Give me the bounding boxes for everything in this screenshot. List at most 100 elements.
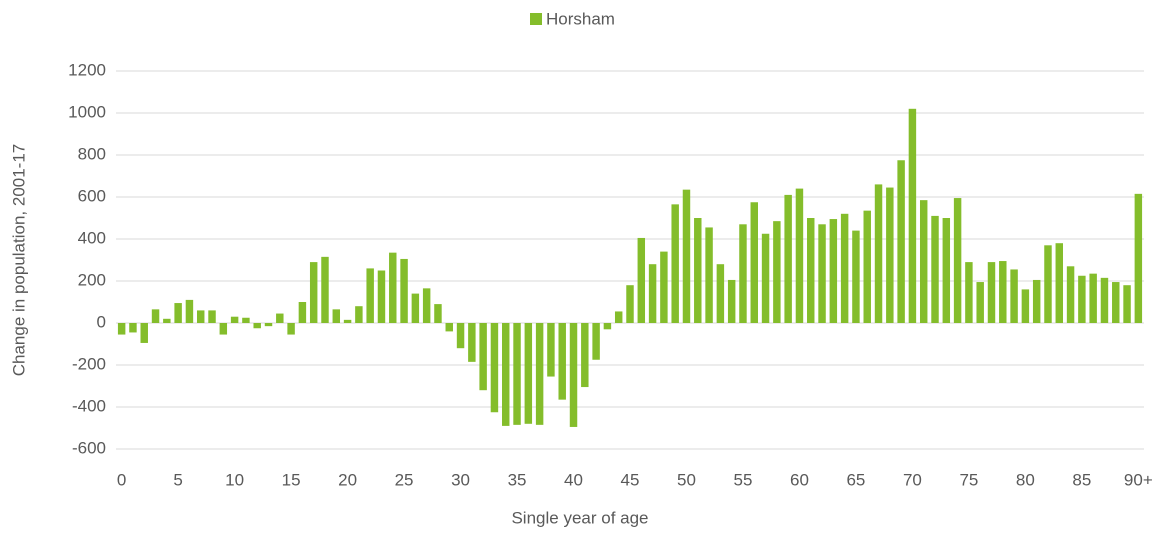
- bar: [1112, 282, 1120, 323]
- bar: [976, 282, 984, 323]
- y-tick-label: 800: [78, 144, 106, 163]
- bar: [456, 323, 465, 349]
- bar: [818, 224, 826, 323]
- bar: [705, 227, 713, 323]
- bar: [1021, 289, 1030, 323]
- bar: [309, 262, 318, 323]
- x-tick-label: 15: [282, 470, 301, 489]
- bar: [739, 224, 747, 323]
- bar: [908, 108, 917, 323]
- bar: [174, 303, 182, 323]
- bar: [999, 261, 1007, 323]
- bar: [140, 323, 148, 343]
- bar: [784, 194, 792, 323]
- bar: [377, 270, 386, 323]
- bar: [1134, 193, 1143, 323]
- bar: [479, 323, 487, 391]
- bar: [276, 313, 284, 323]
- bar: [129, 323, 137, 333]
- bar: [1032, 279, 1041, 323]
- bar: [366, 268, 374, 323]
- bar: [468, 323, 476, 362]
- bar: [242, 317, 250, 323]
- x-tick-label: 45: [621, 470, 640, 489]
- y-tick-label: 200: [78, 270, 106, 289]
- x-tick-label: 60: [790, 470, 809, 489]
- bar: [400, 258, 408, 323]
- bar: [208, 310, 216, 323]
- y-tick-label: 400: [78, 228, 106, 247]
- bar: [919, 200, 928, 323]
- x-tick-label: 10: [225, 470, 244, 489]
- bar: [581, 323, 589, 388]
- bar: [648, 264, 657, 323]
- bar: [953, 198, 962, 323]
- bar: [965, 262, 973, 323]
- bar: [253, 323, 261, 329]
- bar: [863, 210, 871, 323]
- bar: [773, 221, 781, 323]
- bar: [829, 219, 838, 323]
- y-tick-label: -400: [72, 396, 106, 415]
- y-tick-label: 1200: [68, 60, 106, 79]
- bar: [422, 288, 431, 323]
- bar: [682, 189, 691, 323]
- x-tick-label: 25: [395, 470, 414, 489]
- bar: [490, 323, 499, 413]
- bar: [1078, 275, 1086, 323]
- bar: [807, 218, 815, 323]
- x-tick-label: 90+: [1124, 470, 1153, 489]
- bar: [287, 323, 295, 335]
- bar: [558, 323, 566, 400]
- x-tick-label: 40: [564, 470, 583, 489]
- bar: [163, 318, 171, 323]
- y-tick-label: 0: [97, 312, 106, 331]
- x-tick-label: 65: [846, 470, 865, 489]
- bar: [852, 230, 860, 323]
- bar: [761, 233, 770, 323]
- bar: [445, 323, 453, 332]
- bar: [547, 323, 555, 377]
- y-tick-label: 1000: [68, 102, 106, 121]
- bar: [524, 323, 533, 424]
- bar: [1123, 285, 1131, 323]
- bar: [535, 323, 544, 425]
- bar: [603, 323, 612, 330]
- bar: [196, 310, 205, 323]
- bar: [931, 215, 939, 323]
- x-tick-label: 70: [903, 470, 922, 489]
- bar: [637, 237, 646, 323]
- x-tick-label: 20: [338, 470, 357, 489]
- bar: [727, 279, 736, 323]
- x-tick-label: 0: [117, 470, 126, 489]
- bar: [671, 204, 679, 323]
- bar: [716, 264, 725, 323]
- bar: [343, 319, 352, 323]
- x-tick-label: 85: [1072, 470, 1091, 489]
- bar: [1089, 273, 1097, 323]
- x-tick-label: 30: [451, 470, 470, 489]
- x-tick-label: 35: [508, 470, 527, 489]
- bar: [321, 256, 329, 323]
- bar: [411, 293, 420, 323]
- bar: [987, 262, 996, 323]
- bar: [897, 160, 905, 323]
- bar: [1055, 243, 1064, 323]
- x-tick-label: 5: [173, 470, 182, 489]
- bar: [660, 251, 668, 323]
- x-tick-label: 55: [734, 470, 753, 489]
- bar: [298, 302, 307, 323]
- x-tick-label: 75: [959, 470, 978, 489]
- x-tick-label: 80: [1016, 470, 1035, 489]
- bar: [569, 323, 578, 427]
- bar: [389, 252, 397, 323]
- bar: [230, 316, 239, 323]
- bar: [332, 309, 341, 323]
- bar: [942, 218, 951, 323]
- x-axis-label: Single year of age: [511, 508, 648, 527]
- bar: [355, 306, 363, 323]
- legend-label: Horsham: [546, 9, 615, 28]
- bar: [750, 202, 758, 323]
- x-tick-label: 50: [677, 470, 696, 489]
